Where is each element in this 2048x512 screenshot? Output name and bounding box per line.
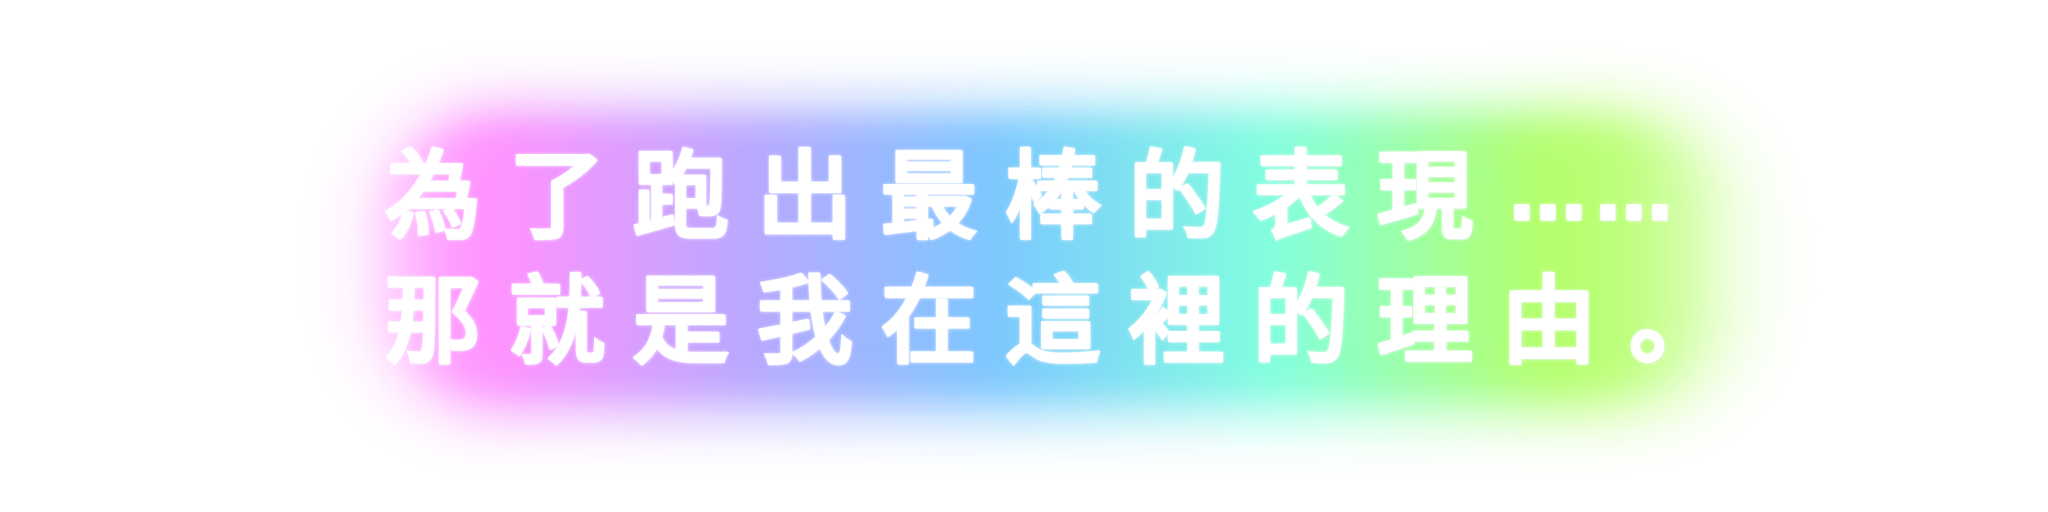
caption-line-2-period: 。 [1629,266,1726,378]
caption-line-1-text: 為了跑出最棒的表現 [385,141,1501,253]
rainbow-glow-core [370,130,1730,385]
caption-line-2: 那就是我在這裡的理由。 [385,270,1726,375]
caption-text: 為了跑出最棒的表現…… 那就是我在這裡的理由。 [385,130,1726,380]
caption-line-1-ellipsis: …… [1509,149,1681,240]
caption-line-1: 為了跑出最棒的表現…… [385,142,1681,250]
caption-line-2-text: 那就是我在這裡的理由 [385,266,1625,378]
